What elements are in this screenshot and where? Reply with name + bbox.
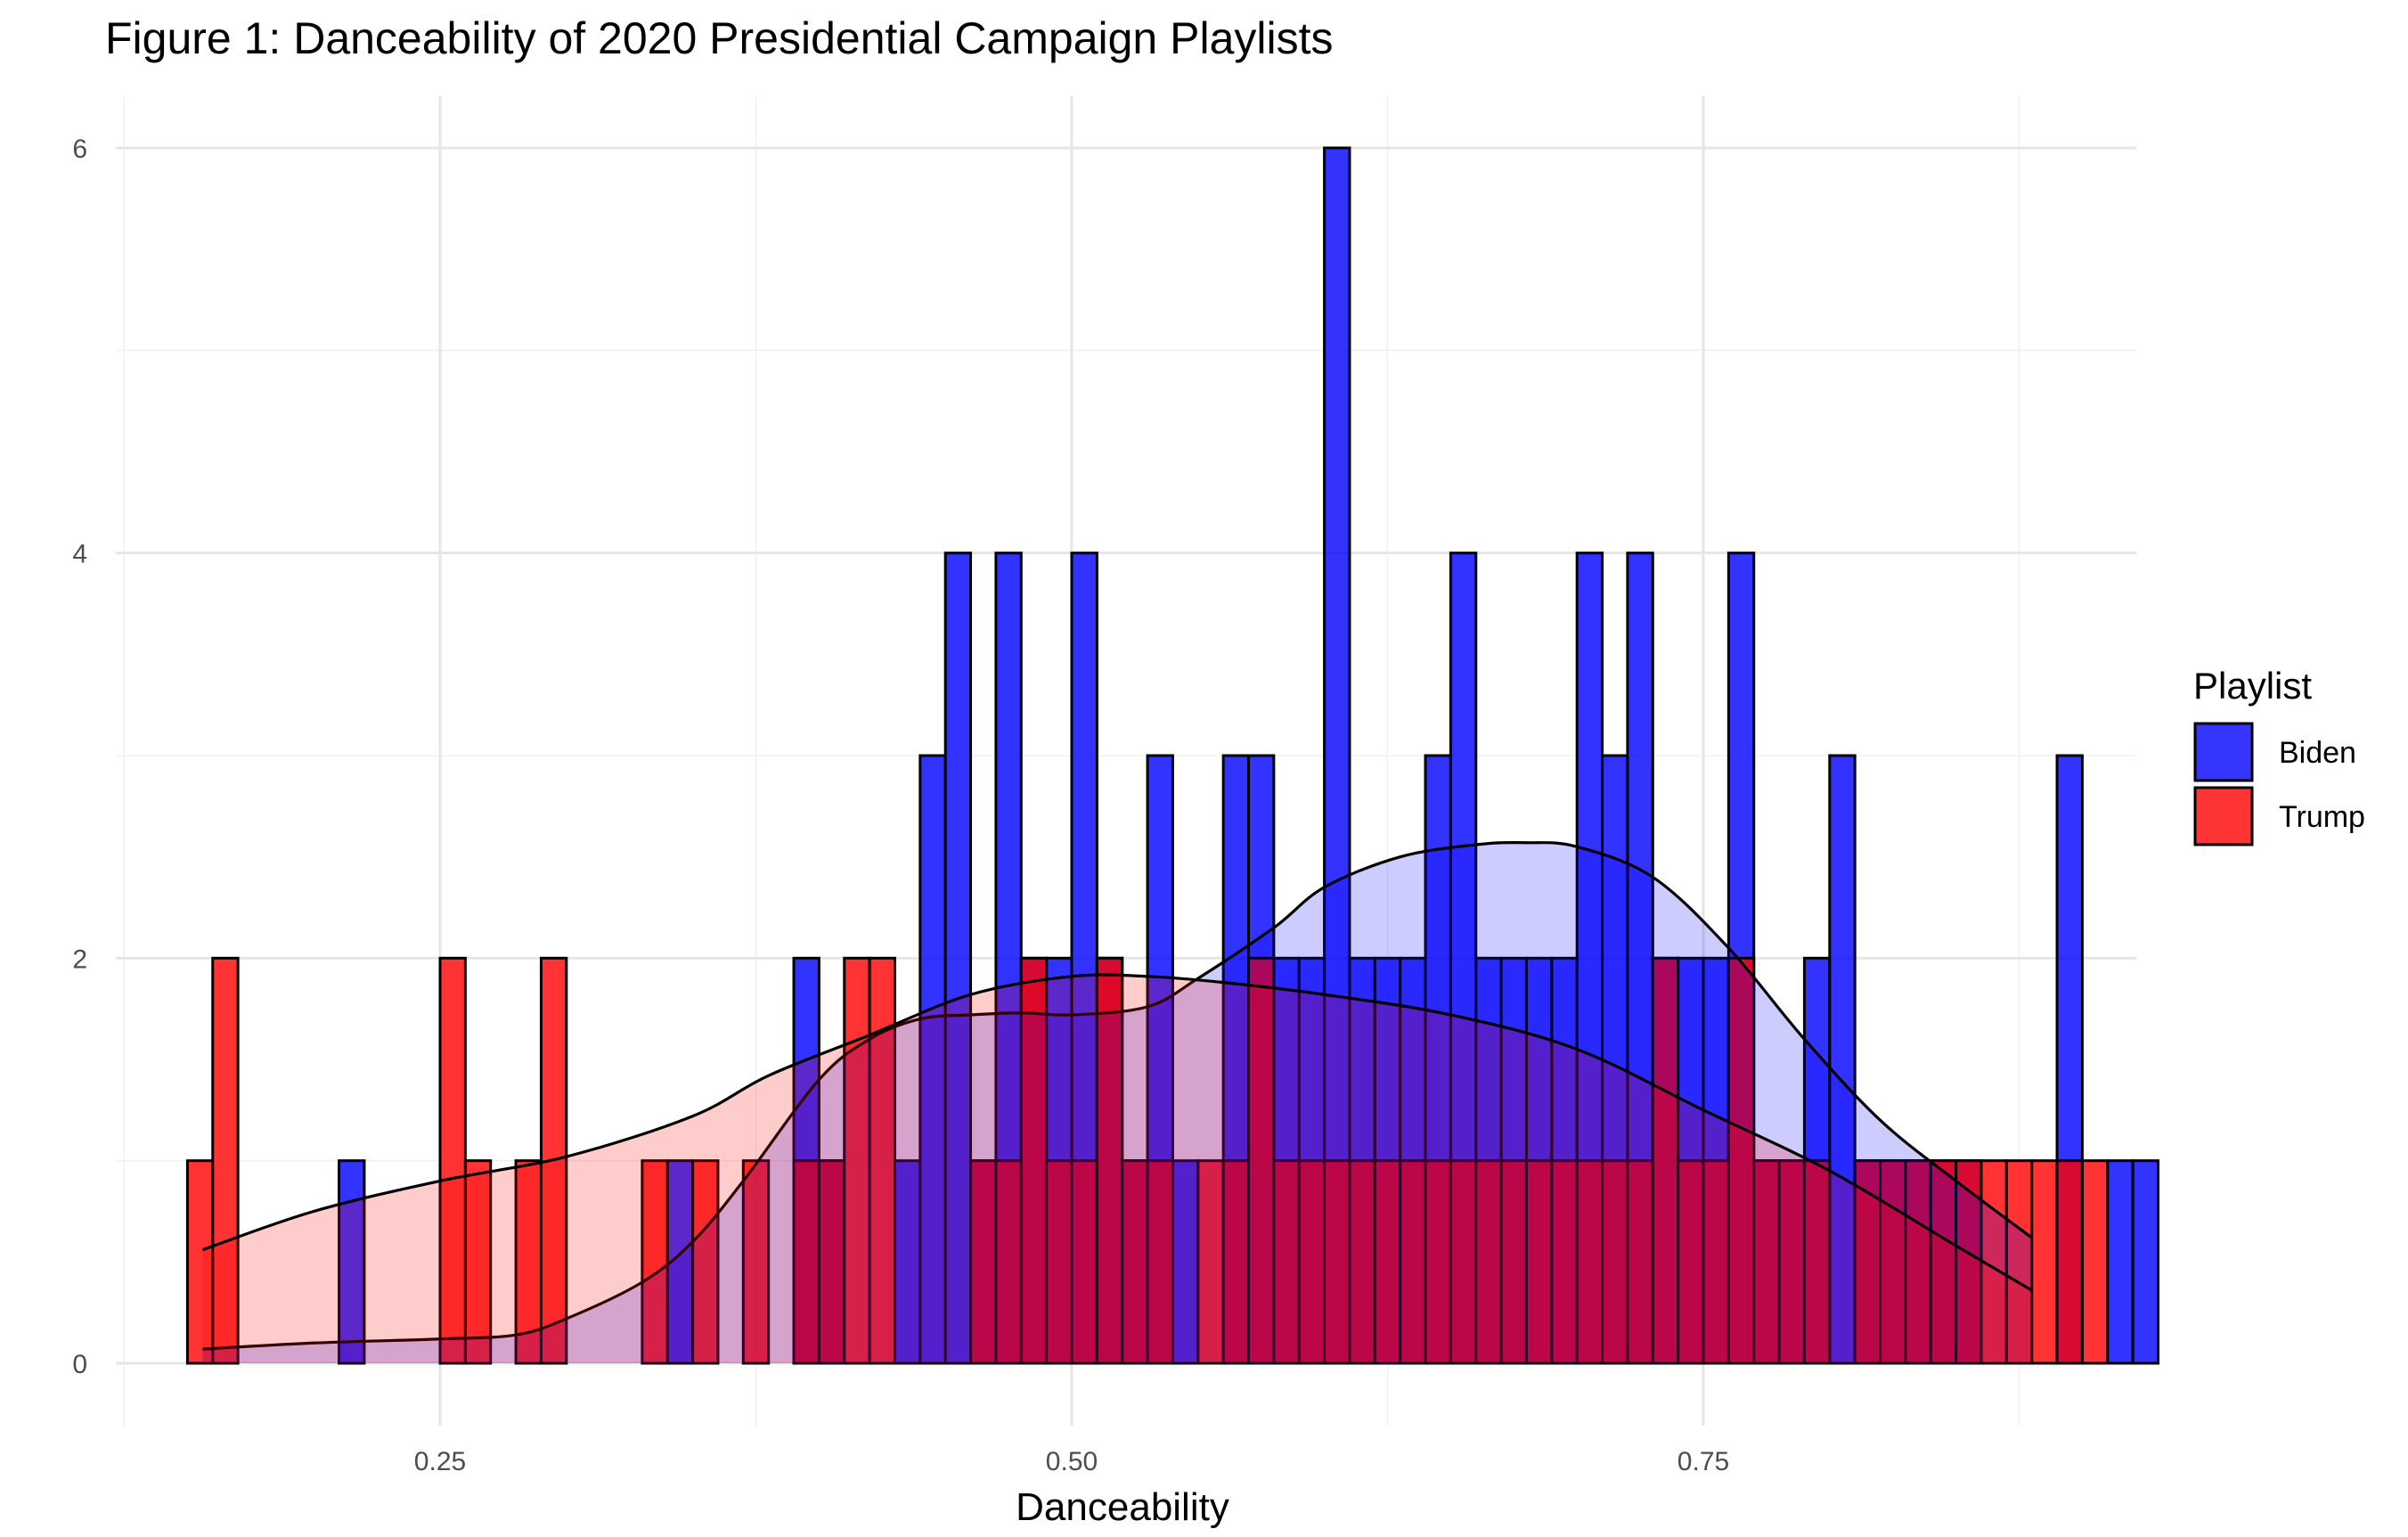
- x-tick-label: 0.75: [1677, 1447, 1729, 1476]
- legend-swatch-biden: [2193, 722, 2254, 782]
- trump-density-curve: [201, 973, 2033, 1363]
- legend-label-trump: Trump: [2279, 800, 2365, 834]
- trump-bar: [1399, 1159, 1427, 1365]
- trump-bar: [1879, 1159, 1907, 1365]
- trump-bar: [2030, 1159, 2059, 1365]
- trump-density-line: [201, 973, 2033, 1292]
- trump-bar: [1146, 1159, 1174, 1365]
- trump-bar: [1019, 956, 1049, 1365]
- trump-density-area: [202, 974, 2032, 1363]
- x-axis-title: Danceability: [1016, 1485, 1229, 1529]
- trump-histogram-bars: [185, 956, 2110, 1365]
- trump-bar: [1550, 1159, 1579, 1365]
- biden-bar: [2106, 1159, 2135, 1365]
- biden-density-area: [202, 842, 2032, 1363]
- legend-title: Playlist: [2193, 665, 2312, 707]
- biden-bar: [338, 1159, 366, 1365]
- x-tick-label: 0.25: [414, 1447, 466, 1476]
- trump-bar: [2004, 1159, 2034, 1365]
- trump-bar: [817, 1159, 846, 1365]
- trump-bar: [185, 1159, 215, 1365]
- chart-title: Figure 1: Danceability of 2020 President…: [105, 13, 1334, 63]
- trump-bar: [1802, 1159, 1832, 1365]
- biden-bar: [1171, 1159, 1200, 1365]
- y-tick-label: 4: [72, 540, 87, 569]
- legend-swatch-trump: [2193, 786, 2254, 846]
- trump-bar: [741, 1159, 771, 1365]
- y-tick-label: 0: [72, 1350, 87, 1379]
- biden-bar: [2131, 1159, 2159, 1365]
- x-axis-tick-labels: 0.25 0.50 0.75: [414, 1447, 1729, 1476]
- trump-bar: [1045, 1159, 1073, 1365]
- biden-density-curve: [202, 840, 2033, 1363]
- trump-bar: [438, 956, 467, 1365]
- trump-bar: [1929, 1159, 1958, 1365]
- biden-bar: [943, 552, 973, 1365]
- trump-bar: [1955, 1159, 1983, 1365]
- trump-bar: [1499, 1159, 1528, 1365]
- trump-bar: [1095, 956, 1124, 1365]
- trump-bar: [463, 1159, 493, 1365]
- trump-bar: [1070, 1159, 1098, 1365]
- legend-label-biden: Biden: [2279, 736, 2356, 770]
- trump-bar: [792, 1159, 820, 1365]
- trump-bar: [1677, 1159, 1705, 1365]
- trump-bar: [1601, 1159, 1629, 1365]
- trump-bar: [2055, 1159, 2084, 1365]
- trump-bar: [641, 1159, 669, 1365]
- y-axis-tick-labels: 0 2 4 6: [72, 135, 87, 1379]
- trump-bar: [1777, 1159, 1806, 1365]
- biden-bar: [1828, 754, 1857, 1365]
- trump-bar: [969, 1159, 998, 1365]
- y-tick-label: 6: [72, 135, 87, 164]
- trump-bar: [2080, 1159, 2110, 1365]
- trump-bar: [1904, 1159, 1932, 1365]
- biden-density-line: [202, 840, 2033, 1351]
- y-tick-label: 2: [72, 944, 87, 974]
- trump-bar: [1272, 1159, 1301, 1365]
- trump-bar: [691, 1159, 720, 1365]
- trump-bar: [211, 956, 240, 1365]
- legend: Playlist Biden Trump: [2193, 665, 2365, 846]
- trump-bar: [1702, 1159, 1730, 1365]
- trump-bar: [1752, 1159, 1781, 1365]
- trump-bar: [1221, 1159, 1251, 1365]
- trump-bar: [1726, 956, 1756, 1365]
- trump-bar: [1196, 1159, 1225, 1365]
- x-tick-label: 0.50: [1046, 1447, 1098, 1476]
- trump-bar: [1348, 1159, 1376, 1365]
